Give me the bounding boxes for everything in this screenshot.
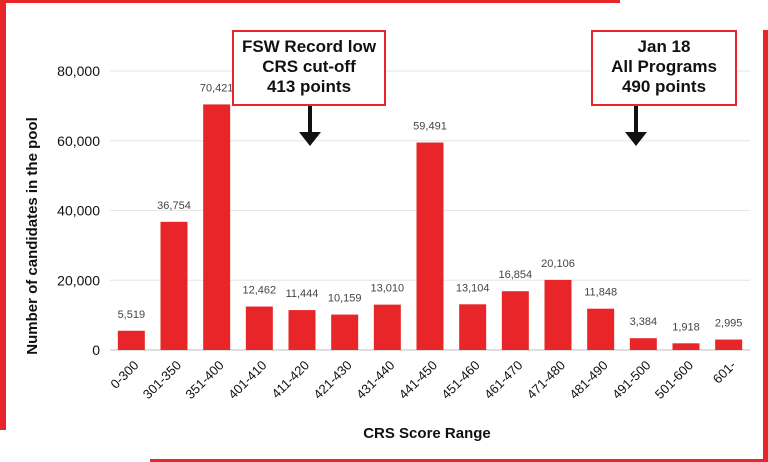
x-tick-label: 411-420 [268,358,312,402]
y-tick-label: 80,000 [57,63,100,79]
bar [544,279,572,350]
arrow-down-icon [299,106,321,146]
x-tick-label: 461-470 [481,358,525,402]
x-tick-label: 0-300 [107,358,141,392]
bar [373,304,401,350]
data-label: 11,848 [584,287,617,299]
data-label: 70,421 [200,82,234,94]
annotation-jan-18: Jan 18 All Programs 490 points [591,30,737,106]
x-tick-label: 401-410 [225,358,269,402]
bar [629,338,657,350]
annotation-line: 490 points [621,77,707,96]
bar [587,308,615,350]
arrow-down-icon [625,106,647,146]
data-label: 11,444 [286,288,319,300]
bar [672,343,700,350]
bar [715,339,743,350]
data-label: 10,159 [328,293,362,305]
y-axis-label: Number of candidates in the pool [24,117,41,355]
y-tick-labels: 0 20,000 40,000 60,000 80,000 [57,63,100,358]
bar [416,142,444,350]
data-label: 1,918 [672,321,700,333]
data-label: 13,104 [456,282,490,294]
annotation-line: All Programs [611,57,717,76]
bar [160,221,188,350]
frame-right-line [763,30,768,462]
bar [501,291,529,350]
annotation-line: FSW Record low [241,37,377,56]
x-tick-label: 491-500 [609,358,653,402]
data-labels: 5,519 36,754 70,421 12,462 11,444 10,159 13,01… [118,82,743,333]
annotation-fsw-record-low: FSW Record low CRS cut-off 413 points [232,30,386,106]
y-tick-label: 0 [92,342,100,358]
data-label: 36,754 [157,200,191,212]
bars [117,104,743,350]
bar [288,310,316,350]
data-label: 5,519 [118,309,146,321]
bar [459,304,487,350]
data-label: 20,106 [541,258,575,270]
data-label: 59,491 [413,121,447,133]
bar [117,330,145,350]
data-label: 16,854 [499,269,533,281]
x-tick-label: 601- [710,358,739,387]
x-tick-label: 451-460 [438,358,482,402]
data-label: 12,462 [243,285,277,297]
annotation-line: Jan 18 [637,37,691,56]
x-tick-label: 441-450 [396,358,440,402]
x-tick-label: 431-440 [353,358,397,402]
data-label: 3,384 [630,316,658,328]
annotation-line: CRS cut-off [262,57,356,76]
bar [331,314,359,350]
x-axis-label: CRS Score Range [363,425,491,442]
bar [203,104,231,350]
frame-top-line [0,0,620,3]
x-tick-label: 301-350 [140,358,184,402]
data-label: 2,995 [715,318,743,330]
x-tick-label: 481-490 [566,358,610,402]
x-tick-label: 421-430 [310,358,354,402]
x-tick-label: 501-600 [652,358,696,402]
y-tick-label: 60,000 [57,133,100,149]
annotation-line: 413 points [266,77,352,96]
y-tick-label: 40,000 [57,203,100,219]
frame-left-line [0,0,6,430]
x-tick-label: 351-400 [182,358,226,402]
x-tick-label: 471-480 [524,358,568,402]
bar [245,306,273,350]
frame-bottom-line [150,459,768,462]
data-label: 13,010 [371,283,405,295]
y-tick-label: 20,000 [57,272,100,288]
